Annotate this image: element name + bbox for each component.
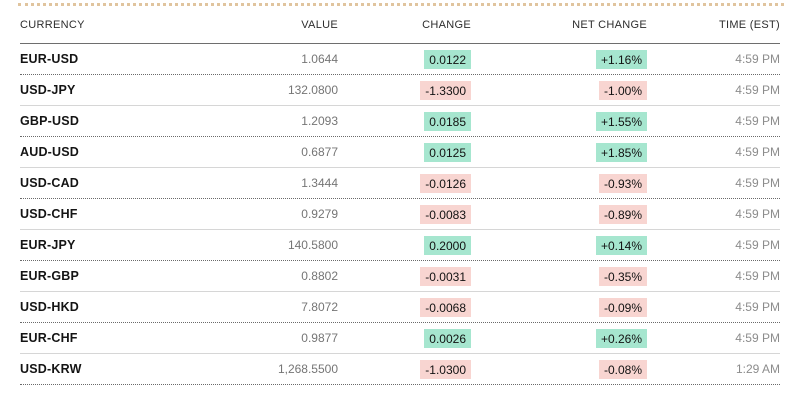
table-row: EUR-JPY 140.5800 0.2000 +0.14% 4:59 PM [20,230,780,261]
change-badge: -1.3300 [420,80,471,100]
time-cell: 4:59 PM [735,207,780,221]
currency-pair[interactable]: USD-CHF [20,207,78,221]
header-value: VALUE [301,18,338,31]
value-cell: 0.9877 [301,331,338,345]
currency-pair[interactable]: AUD-USD [20,145,80,159]
table-header-row: CURRENCY VALUE CHANGE NET CHANGE TIME (E… [20,6,780,44]
currency-pair[interactable]: USD-HKD [20,300,80,314]
value-cell: 1,268.5500 [277,362,338,376]
net-change-badge: +0.14% [595,235,647,255]
time-cell: 4:59 PM [735,269,780,283]
currency-pair[interactable]: EUR-CHF [20,331,78,345]
change-badge: 0.0122 [424,49,471,69]
value-cell: 7.8072 [301,300,338,314]
change-badge: -0.0083 [420,204,471,224]
table-body: EUR-USD 1.0644 0.0122 +1.16% 4:59 PM USD… [20,44,780,385]
time-cell: 4:59 PM [735,52,780,66]
value-cell: 132.0800 [287,83,338,97]
table-row: EUR-GBP 0.8802 -0.0031 -0.35% 4:59 PM [20,261,780,292]
value-cell: 140.5800 [287,238,338,252]
net-change-badge: +1.16% [595,49,647,69]
change-badge: -0.0068 [420,297,471,317]
net-change-badge: +1.55% [595,111,647,131]
time-cell: 1:29 AM [735,362,780,376]
table-row: USD-KRW 1,268.5500 -1.0300 -0.08% 1:29 A… [20,354,780,385]
value-cell: 0.8802 [301,269,338,283]
net-change-badge: -0.89% [598,204,647,224]
table-row: USD-CAD 1.3444 -0.0126 -0.93% 4:59 PM [20,168,780,199]
table-row: GBP-USD 1.2093 0.0185 +1.55% 4:59 PM [20,106,780,137]
change-badge: 0.0185 [424,111,471,131]
table-row: USD-CHF 0.9279 -0.0083 -0.89% 4:59 PM [20,199,780,230]
value-cell: 1.0644 [301,52,338,66]
time-cell: 4:59 PM [735,238,780,252]
net-change-badge: -0.09% [598,297,647,317]
net-change-badge: +0.26% [595,328,647,348]
header-net-change: NET CHANGE [572,18,647,31]
value-cell: 1.3444 [301,176,338,190]
net-change-badge: -0.08% [598,359,647,379]
time-cell: 4:59 PM [735,114,780,128]
change-badge: 0.0125 [424,142,471,162]
net-change-badge: -0.93% [598,173,647,193]
change-badge: -0.0126 [420,173,471,193]
accent-divider [18,3,784,6]
value-cell: 0.6877 [301,145,338,159]
table-row: EUR-CHF 0.9877 0.0026 +0.26% 4:59 PM [20,323,780,354]
time-cell: 4:59 PM [735,331,780,345]
value-cell: 0.9279 [301,207,338,221]
time-cell: 4:59 PM [735,145,780,159]
table-row: USD-HKD 7.8072 -0.0068 -0.09% 4:59 PM [20,292,780,323]
currency-pair[interactable]: GBP-USD [20,114,80,128]
currency-pair[interactable]: EUR-USD [20,52,79,66]
net-change-badge: -1.00% [598,80,647,100]
change-badge: -1.0300 [420,359,471,379]
net-change-badge: -0.35% [598,266,647,286]
value-cell: 1.2093 [301,114,338,128]
table-row: EUR-USD 1.0644 0.0122 +1.16% 4:59 PM [20,44,780,75]
time-cell: 4:59 PM [735,83,780,97]
header-time: TIME (EST) [718,18,780,31]
change-badge: 0.2000 [424,235,471,255]
time-cell: 4:59 PM [735,176,780,190]
table-row: USD-JPY 132.0800 -1.3300 -1.00% 4:59 PM [20,75,780,106]
currency-pair[interactable]: EUR-GBP [20,269,80,283]
net-change-badge: +1.85% [595,142,647,162]
currency-pair[interactable]: USD-CAD [20,176,80,190]
change-badge: -0.0031 [420,266,471,286]
table-row: AUD-USD 0.6877 0.0125 +1.85% 4:59 PM [20,137,780,168]
time-cell: 4:59 PM [735,300,780,314]
currency-rates-table: CURRENCY VALUE CHANGE NET CHANGE TIME (E… [20,6,780,385]
header-change: CHANGE [422,18,471,31]
header-currency: CURRENCY [20,18,85,31]
currency-pair[interactable]: USD-JPY [20,83,76,97]
currency-pair[interactable]: USD-KRW [20,362,82,376]
currency-pair[interactable]: EUR-JPY [20,238,76,252]
change-badge: 0.0026 [424,328,471,348]
